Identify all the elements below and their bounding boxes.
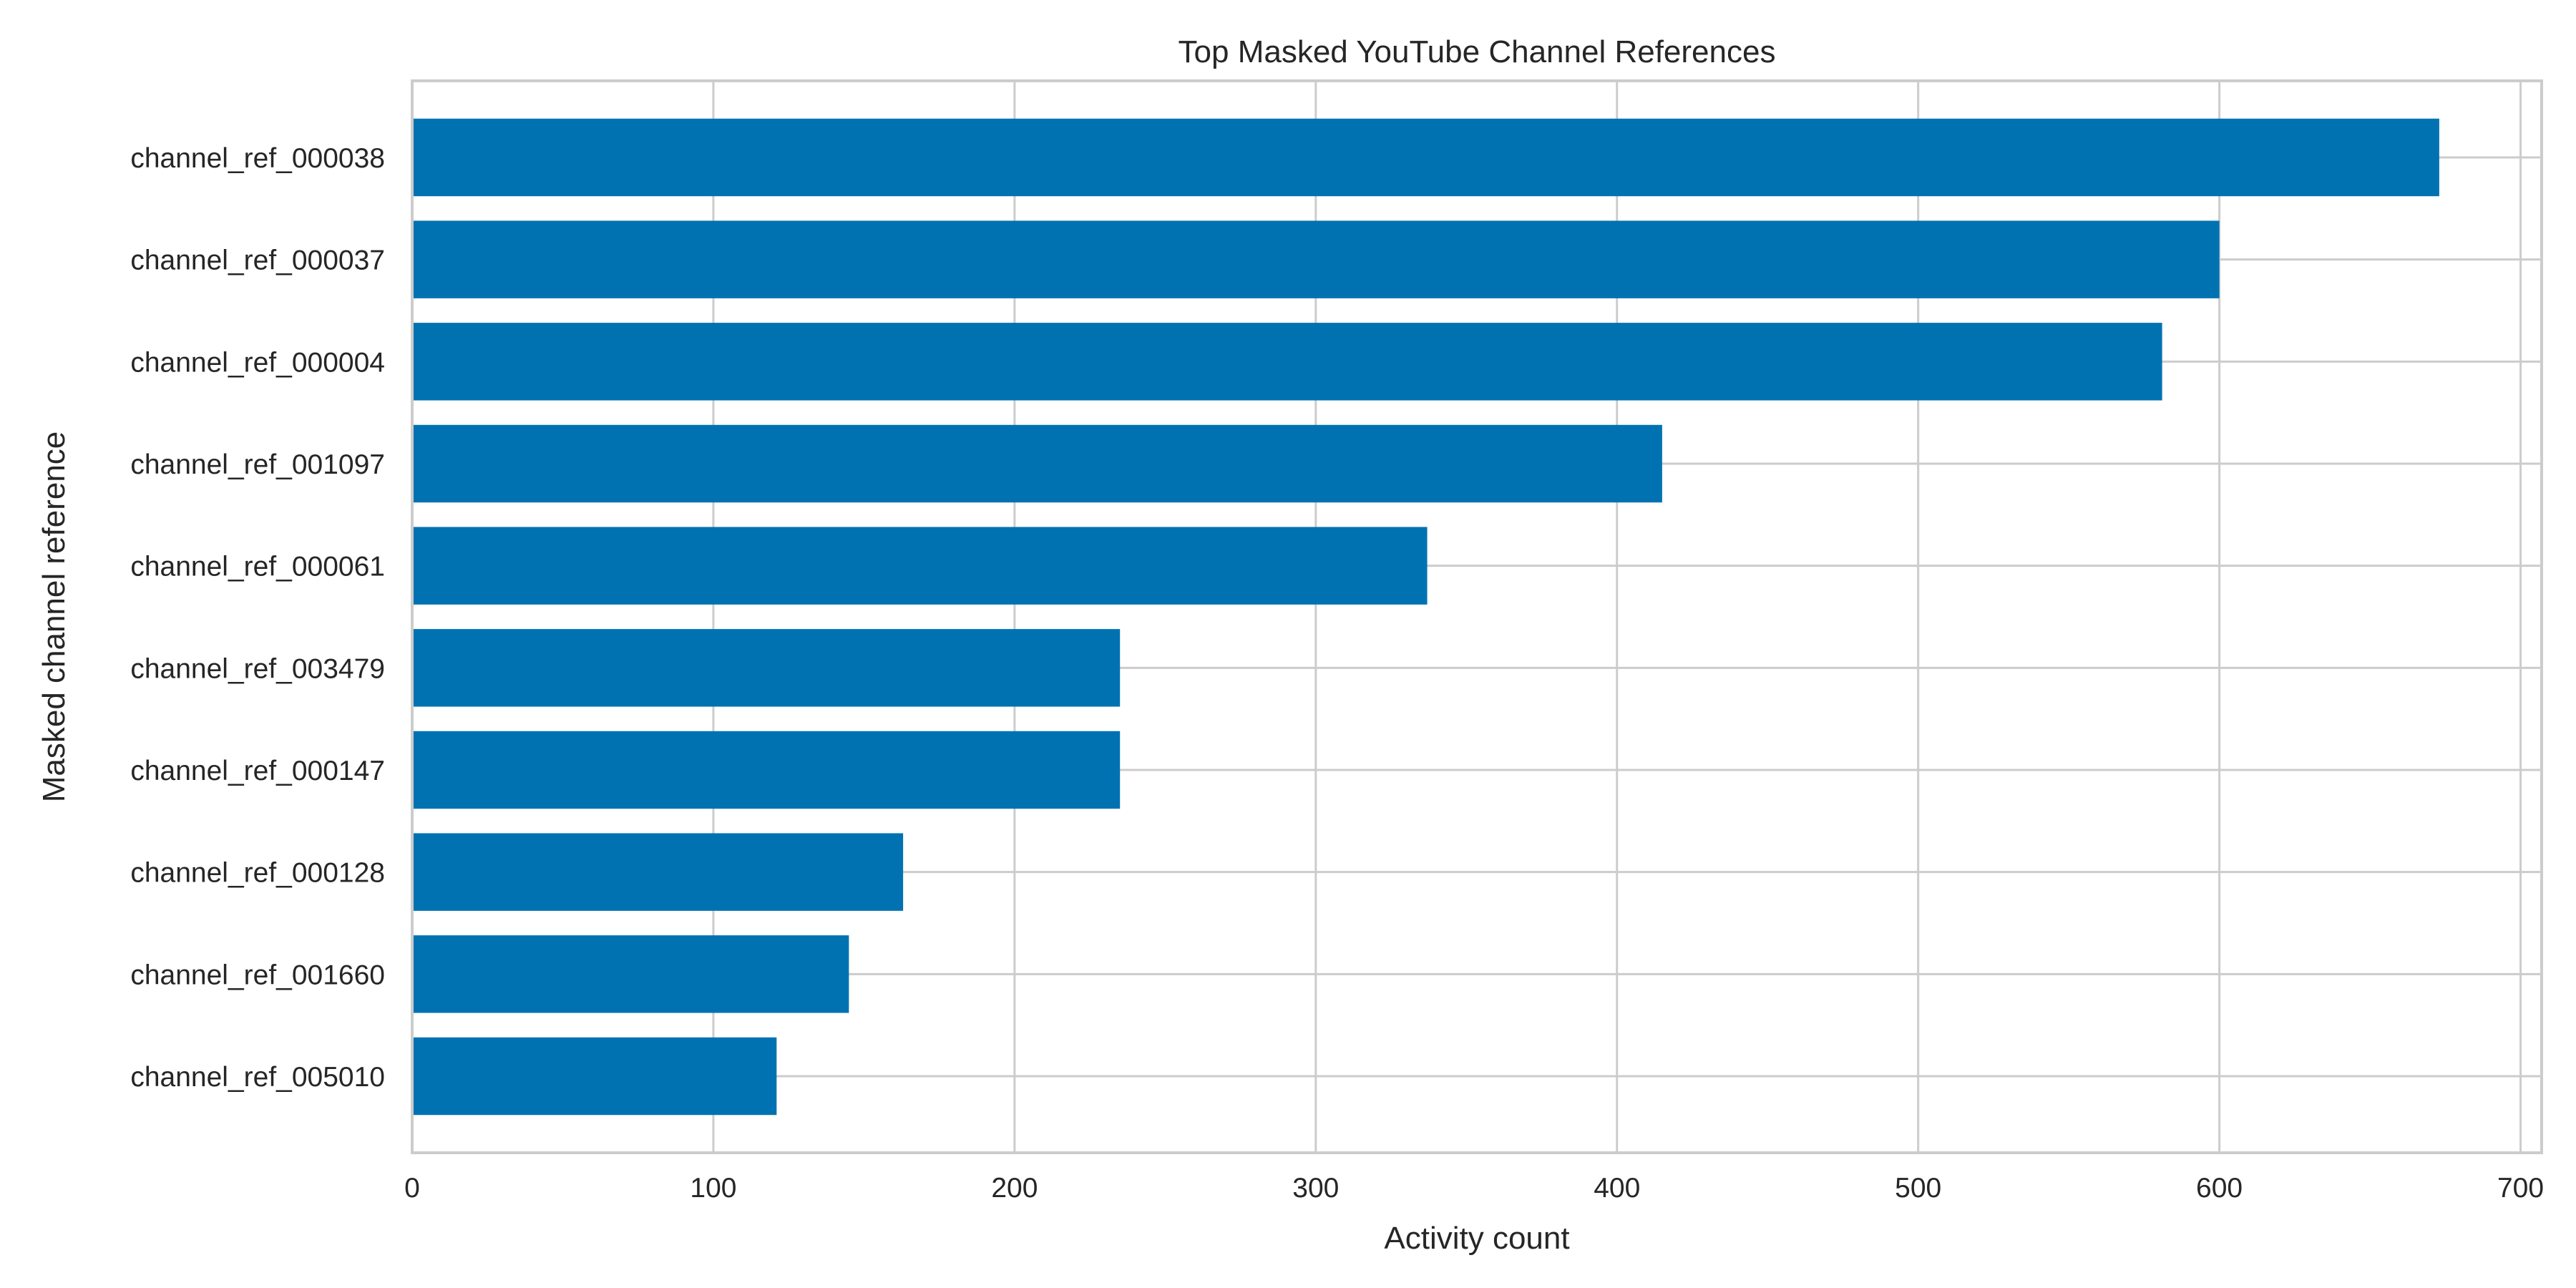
bar-channel_ref_000038 — [412, 118, 2439, 197]
x-tick-label: 400 — [1594, 1173, 1640, 1204]
plot-frame — [411, 79, 2543, 1154]
bar-channel_ref_001097 — [412, 424, 1662, 503]
x-tick-label: 300 — [1292, 1173, 1339, 1204]
bar-channel_ref_000128 — [412, 833, 904, 911]
x-tick-label: 100 — [690, 1173, 736, 1204]
y-tick-label: channel_ref_005010 — [130, 1062, 385, 1093]
tick-layer: 0 100 200 300 400 500 600 700 channel_ref_000038… — [130, 143, 2544, 1204]
bar-channel_ref_000004 — [412, 323, 2162, 401]
bar-channel_ref_000147 — [412, 731, 1121, 809]
x-axis-label: Activity count — [1384, 1221, 1569, 1256]
bar-channel_ref_000061 — [412, 527, 1428, 605]
x-tick-label: 0 — [404, 1173, 420, 1204]
x-tick-label: 500 — [1895, 1173, 1941, 1204]
bar-channel_ref_003479 — [412, 629, 1121, 707]
y-tick-label: channel_ref_000147 — [130, 756, 385, 786]
y-axis-label: Masked channel reference — [36, 431, 72, 803]
x-tick-label: 200 — [991, 1173, 1038, 1204]
y-tick-label: channel_ref_000038 — [130, 143, 385, 174]
chart-title: Top Masked YouTube Channel References — [1179, 34, 1776, 69]
bar-channel_ref_005010 — [412, 1037, 777, 1116]
x-tick-label: 700 — [2497, 1173, 2544, 1204]
y-tick-label: channel_ref_003479 — [130, 653, 385, 684]
bar-layer — [412, 118, 2439, 1116]
bar-channel_ref_000037 — [412, 220, 2220, 298]
y-tick-label: channel_ref_000037 — [130, 245, 385, 276]
y-tick-label: channel_ref_000061 — [130, 552, 385, 582]
y-tick-label: channel_ref_000004 — [130, 347, 385, 378]
y-tick-label: channel_ref_001660 — [130, 960, 385, 990]
y-tick-label: channel_ref_000128 — [130, 858, 385, 889]
bar-channel_ref_001660 — [412, 935, 849, 1013]
y-tick-label: channel_ref_001097 — [130, 449, 385, 480]
x-tick-label: 600 — [2196, 1173, 2243, 1204]
